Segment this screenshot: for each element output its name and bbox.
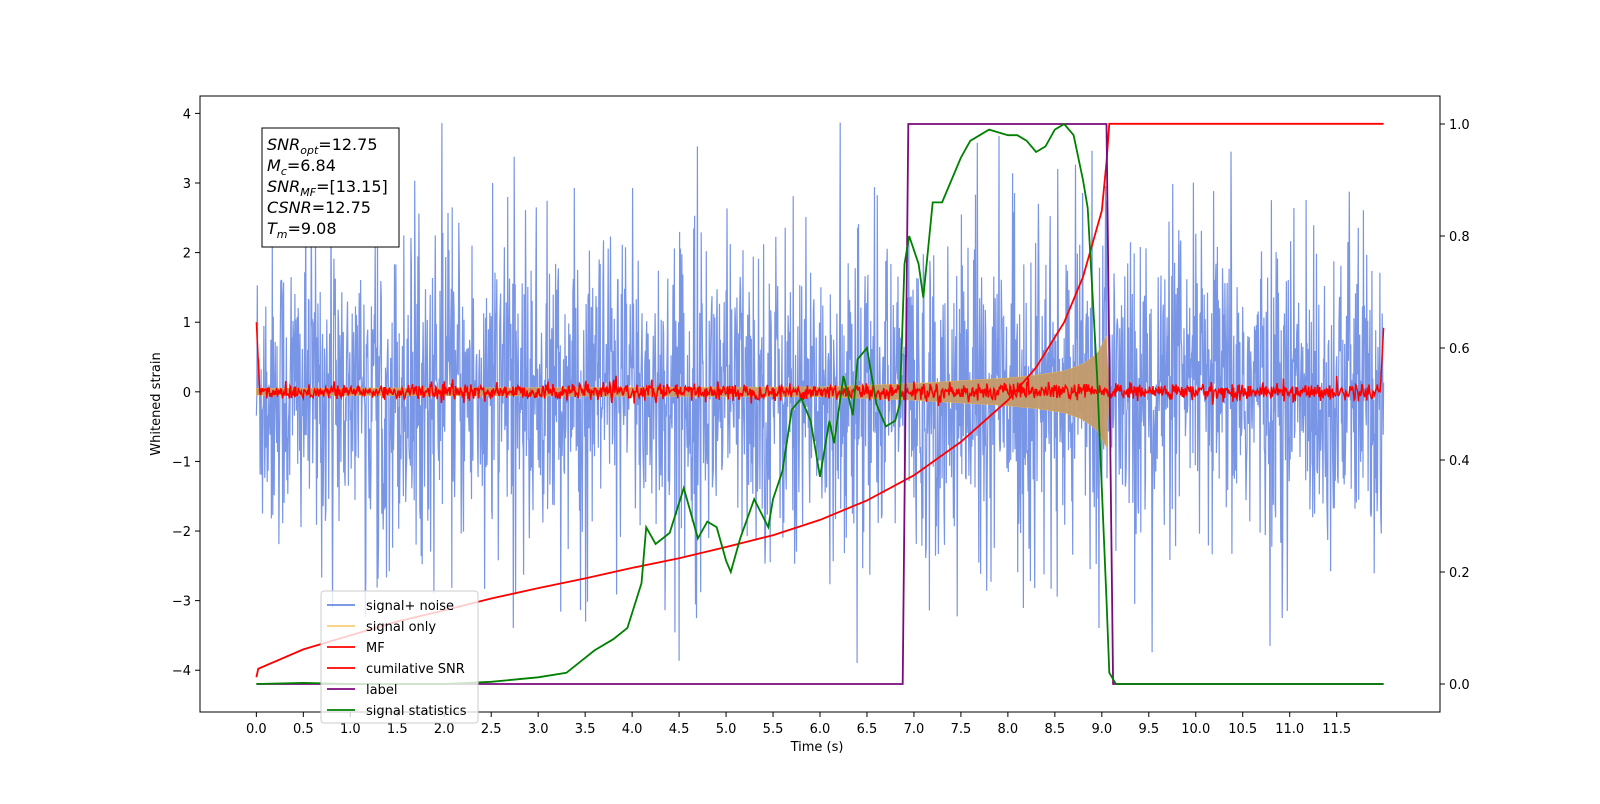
info-box-frame [261,127,400,248]
y-left-tick-label: 1 [183,316,191,331]
y-left-tick-label: −3 [172,595,191,610]
x-tick-label: 11.5 [1322,722,1351,737]
info-value: =9.08 [288,219,337,238]
x-tick-label: 2.0 [434,722,455,737]
x-axis: 0.0 0.5 1.0 1.5 2.0 2.5 3.0 3.5 4.0 4.5 5.0 5.5 6.0 6… [246,712,1351,737]
series-signal-plus-noise-line [255,122,1385,663]
info-value: =[13.15] [316,177,388,196]
legend-label: cumilative SNR [366,662,465,677]
info-value: =12.75 [318,135,377,154]
x-tick-label: 1.5 [387,722,408,737]
x-tick-label: 3.5 [575,722,596,737]
y-axis-left: 4 3 2 1 0 −1 −2 −3 −4 [172,107,200,679]
info-subscript: m [277,228,288,241]
series-signal-only-band [256,335,1110,449]
info-box: SNRopt=12.75Mc=6.84SNRMF=[13.15]CSNR=12.… [261,127,400,248]
x-tick-label: 8.5 [1045,722,1066,737]
info-symbol: SNR [267,135,300,154]
info-line: SNRopt=12.75 [267,135,378,157]
x-axis-label: Time (s) [790,740,844,755]
y-axis-right: 1.0 0.8 0.6 0.4 0.2 0.0 [1440,118,1470,693]
x-tick-label: 6.5 [857,722,878,737]
series-mf-line [255,322,1385,407]
legend-label: signal only [366,620,436,635]
legend-label: MF [366,641,385,656]
y-left-tick-label: 3 [183,177,191,192]
y-right-tick-label: 0.6 [1449,342,1470,357]
info-value: =6.84 [287,156,336,175]
x-tick-label: 0.0 [246,722,267,737]
x-tick-label: 10.0 [1181,722,1210,737]
legend-label: signal statistics [366,704,467,719]
y-axis-label: Whitened strain [149,352,164,455]
info-subscript: MF [300,186,316,199]
x-tick-label: 4.0 [622,722,643,737]
x-tick-label: 5.0 [716,722,737,737]
info-symbol: SNR [267,177,300,196]
y-left-tick-label: −4 [172,664,191,679]
x-tick-label: 5.5 [763,722,784,737]
y-left-tick-label: −2 [172,525,191,540]
x-tick-label: 1.0 [340,722,361,737]
y-left-tick-label: −1 [172,455,191,470]
legend-frame [320,590,479,724]
x-tick-label: 2.5 [481,722,502,737]
info-value: =12.75 [312,198,371,217]
y-left-tick-label: 4 [183,107,191,122]
info-line: SNRMF=[13.15] [267,177,388,199]
info-subscript: c [281,165,287,178]
x-tick-label: 9.0 [1091,722,1112,737]
info-line: CSNR=12.75 [267,198,371,217]
legend-label: signal+ noise [366,599,454,614]
y-right-tick-label: 1.0 [1449,118,1470,133]
x-tick-label: 11.0 [1275,722,1304,737]
series-signal-statistics-line [256,122,1384,685]
x-tick-label: 0.5 [293,722,314,737]
x-tick-label: 9.5 [1138,722,1159,737]
y-left-tick-label: 2 [183,247,191,262]
info-line: Tm=9.08 [267,219,337,241]
x-tick-label: 4.5 [669,722,690,737]
x-tick-label: 10.5 [1228,722,1257,737]
info-symbol: T [267,219,278,238]
x-tick-label: 7.5 [951,722,972,737]
y-right-tick-label: 0.4 [1449,454,1470,469]
info-symbol: M [267,156,281,175]
y-right-tick-label: 0.8 [1449,230,1470,245]
x-tick-label: 3.0 [528,722,549,737]
y-right-tick-label: 0.2 [1449,566,1470,581]
x-tick-label: 7.0 [904,722,925,737]
y-right-tick-label: 0.0 [1449,678,1470,693]
legend-label: label [366,683,397,698]
legend: signal+ noise signal only MF cumilative SNR… [320,590,479,724]
x-tick-label: 8.0 [998,722,1019,737]
info-subscript: opt [300,144,319,157]
info-symbol: CSNR [267,198,312,217]
info-line: Mc=6.84 [267,156,336,178]
x-tick-label: 6.0 [810,722,831,737]
y-left-tick-label: 0 [183,386,191,401]
